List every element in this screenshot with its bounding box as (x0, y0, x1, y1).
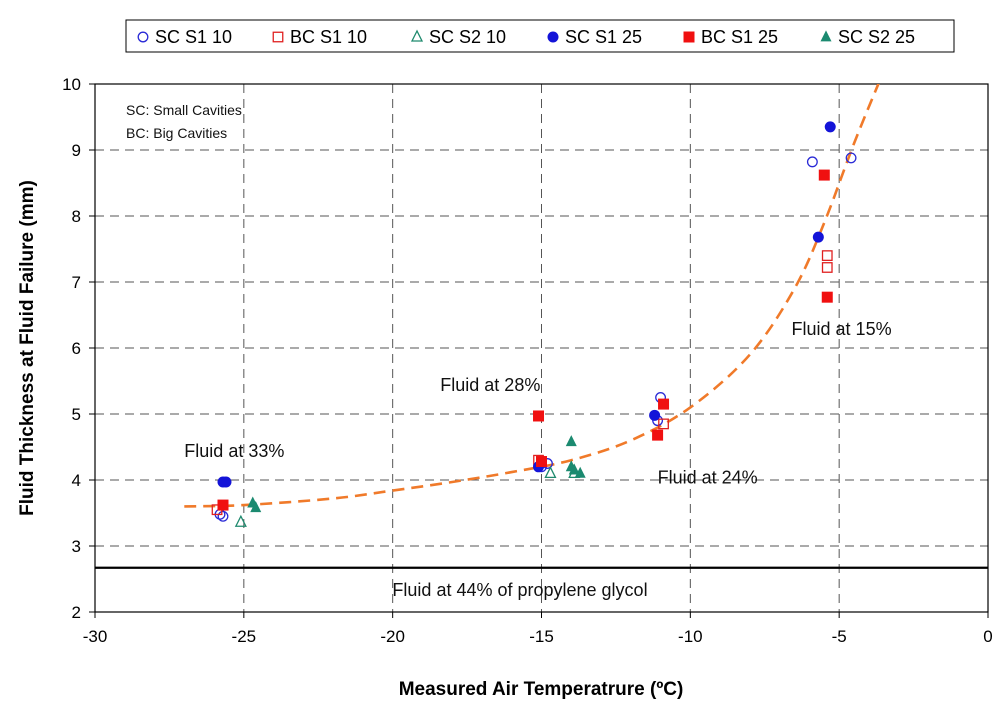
legend-marker (272, 31, 284, 43)
data-point (806, 156, 818, 168)
legend-item: SC S2 10 (410, 27, 506, 47)
x-tick-label: -25 (232, 627, 257, 646)
annotation-label: Fluid at 24% (658, 467, 758, 487)
legend-box (125, 19, 955, 53)
trend-line (184, 84, 880, 508)
series-sc-s2-25 (247, 435, 586, 513)
x-tick-label: -5 (832, 627, 847, 646)
data-point (217, 510, 229, 522)
data-point (821, 262, 833, 273)
data-point (544, 465, 557, 479)
note-text: BC: Big Cavities (126, 125, 227, 141)
reference-line-label: Fluid at 44% of propylene glycol (392, 580, 647, 600)
notes: SC: Small Cavities BC: Big Cavities (126, 102, 242, 141)
annotation-label: Fluid at 28% (440, 375, 540, 395)
data-point (536, 456, 547, 468)
series-bc-s1-10 (211, 250, 833, 516)
data-point (217, 499, 229, 511)
y-tick-label: 3 (72, 537, 81, 556)
legend-item: BC S1 10 (272, 27, 367, 47)
data-point (565, 435, 577, 447)
series-sc-s1-25 (217, 121, 836, 488)
legend-label: BC S1 10 (290, 27, 367, 47)
grid (95, 84, 988, 612)
data-point (812, 231, 824, 243)
x-tick-label: -20 (380, 627, 405, 646)
legend-item: BC S1 25 (683, 27, 778, 47)
legend-item: SC S1 25 (547, 27, 642, 47)
legend-item: SC S1 10 (137, 27, 232, 47)
x-tick-label: -15 (529, 627, 554, 646)
y-tick-label: 2 (72, 603, 81, 622)
legend-marker (410, 29, 424, 42)
data-point (818, 169, 830, 181)
data-point (658, 418, 669, 430)
reference-line: Fluid at 44% of propylene glycol (95, 566, 988, 600)
legend: SC S1 10 BC S1 10 SC S2 10 SC S1 25 BC S1 25… (125, 19, 955, 53)
y-tick-label: 10 (62, 75, 81, 94)
data-point (652, 429, 664, 441)
x-axis: -30 -25 -20 -15 -10 -5 0 (83, 612, 993, 646)
data-point (533, 410, 545, 422)
legend-label: BC S1 25 (701, 27, 778, 47)
x-tick-label: 0 (983, 627, 992, 646)
y-axis: 2 3 4 5 6 7 8 9 10 (62, 75, 95, 622)
y-tick-label: 4 (72, 471, 81, 490)
y-tick-label: 8 (72, 207, 81, 226)
data-point (845, 152, 857, 164)
annotation-label: Fluid at 15% (792, 319, 892, 339)
x-tick-label: -10 (678, 627, 703, 646)
legend-label: SC S2 25 (838, 27, 915, 47)
note-text: SC: Small Cavities (126, 102, 242, 118)
x-axis-title: Measured Air Temperatrure (ºC) (399, 679, 684, 700)
legend-marker (547, 31, 559, 43)
annotation-label: Fluid at 33% (184, 441, 284, 461)
data-point (220, 476, 232, 488)
legend-label: SC S2 10 (429, 27, 506, 47)
y-tick-label: 9 (72, 141, 81, 160)
data-point (250, 501, 262, 513)
x-tick-label: -30 (83, 627, 108, 646)
series-bc-s1-25 (217, 169, 833, 511)
data-point (821, 250, 833, 262)
legend-marker (820, 30, 832, 42)
legend-marker (683, 31, 695, 43)
data-point (574, 466, 586, 478)
y-tick-label: 7 (72, 273, 81, 292)
legend-label: SC S1 10 (155, 27, 232, 47)
data-point (234, 514, 247, 527)
data-point (649, 409, 661, 421)
legend-marker (137, 31, 149, 43)
annotations: Fluid at 33% Fluid at 28% Fluid at 24% Flui… (184, 319, 891, 488)
data-point (658, 398, 670, 410)
y-tick-label: 5 (72, 405, 81, 424)
data-point (821, 291, 833, 303)
data-point (824, 121, 836, 133)
data-point (568, 463, 580, 475)
y-axis-title: Fluid Thickness at Fluid Failure (mm) (17, 180, 38, 516)
legend-item: SC S2 25 (820, 27, 915, 47)
y-tick-label: 6 (72, 339, 81, 358)
legend-label: SC S1 25 (565, 27, 642, 47)
